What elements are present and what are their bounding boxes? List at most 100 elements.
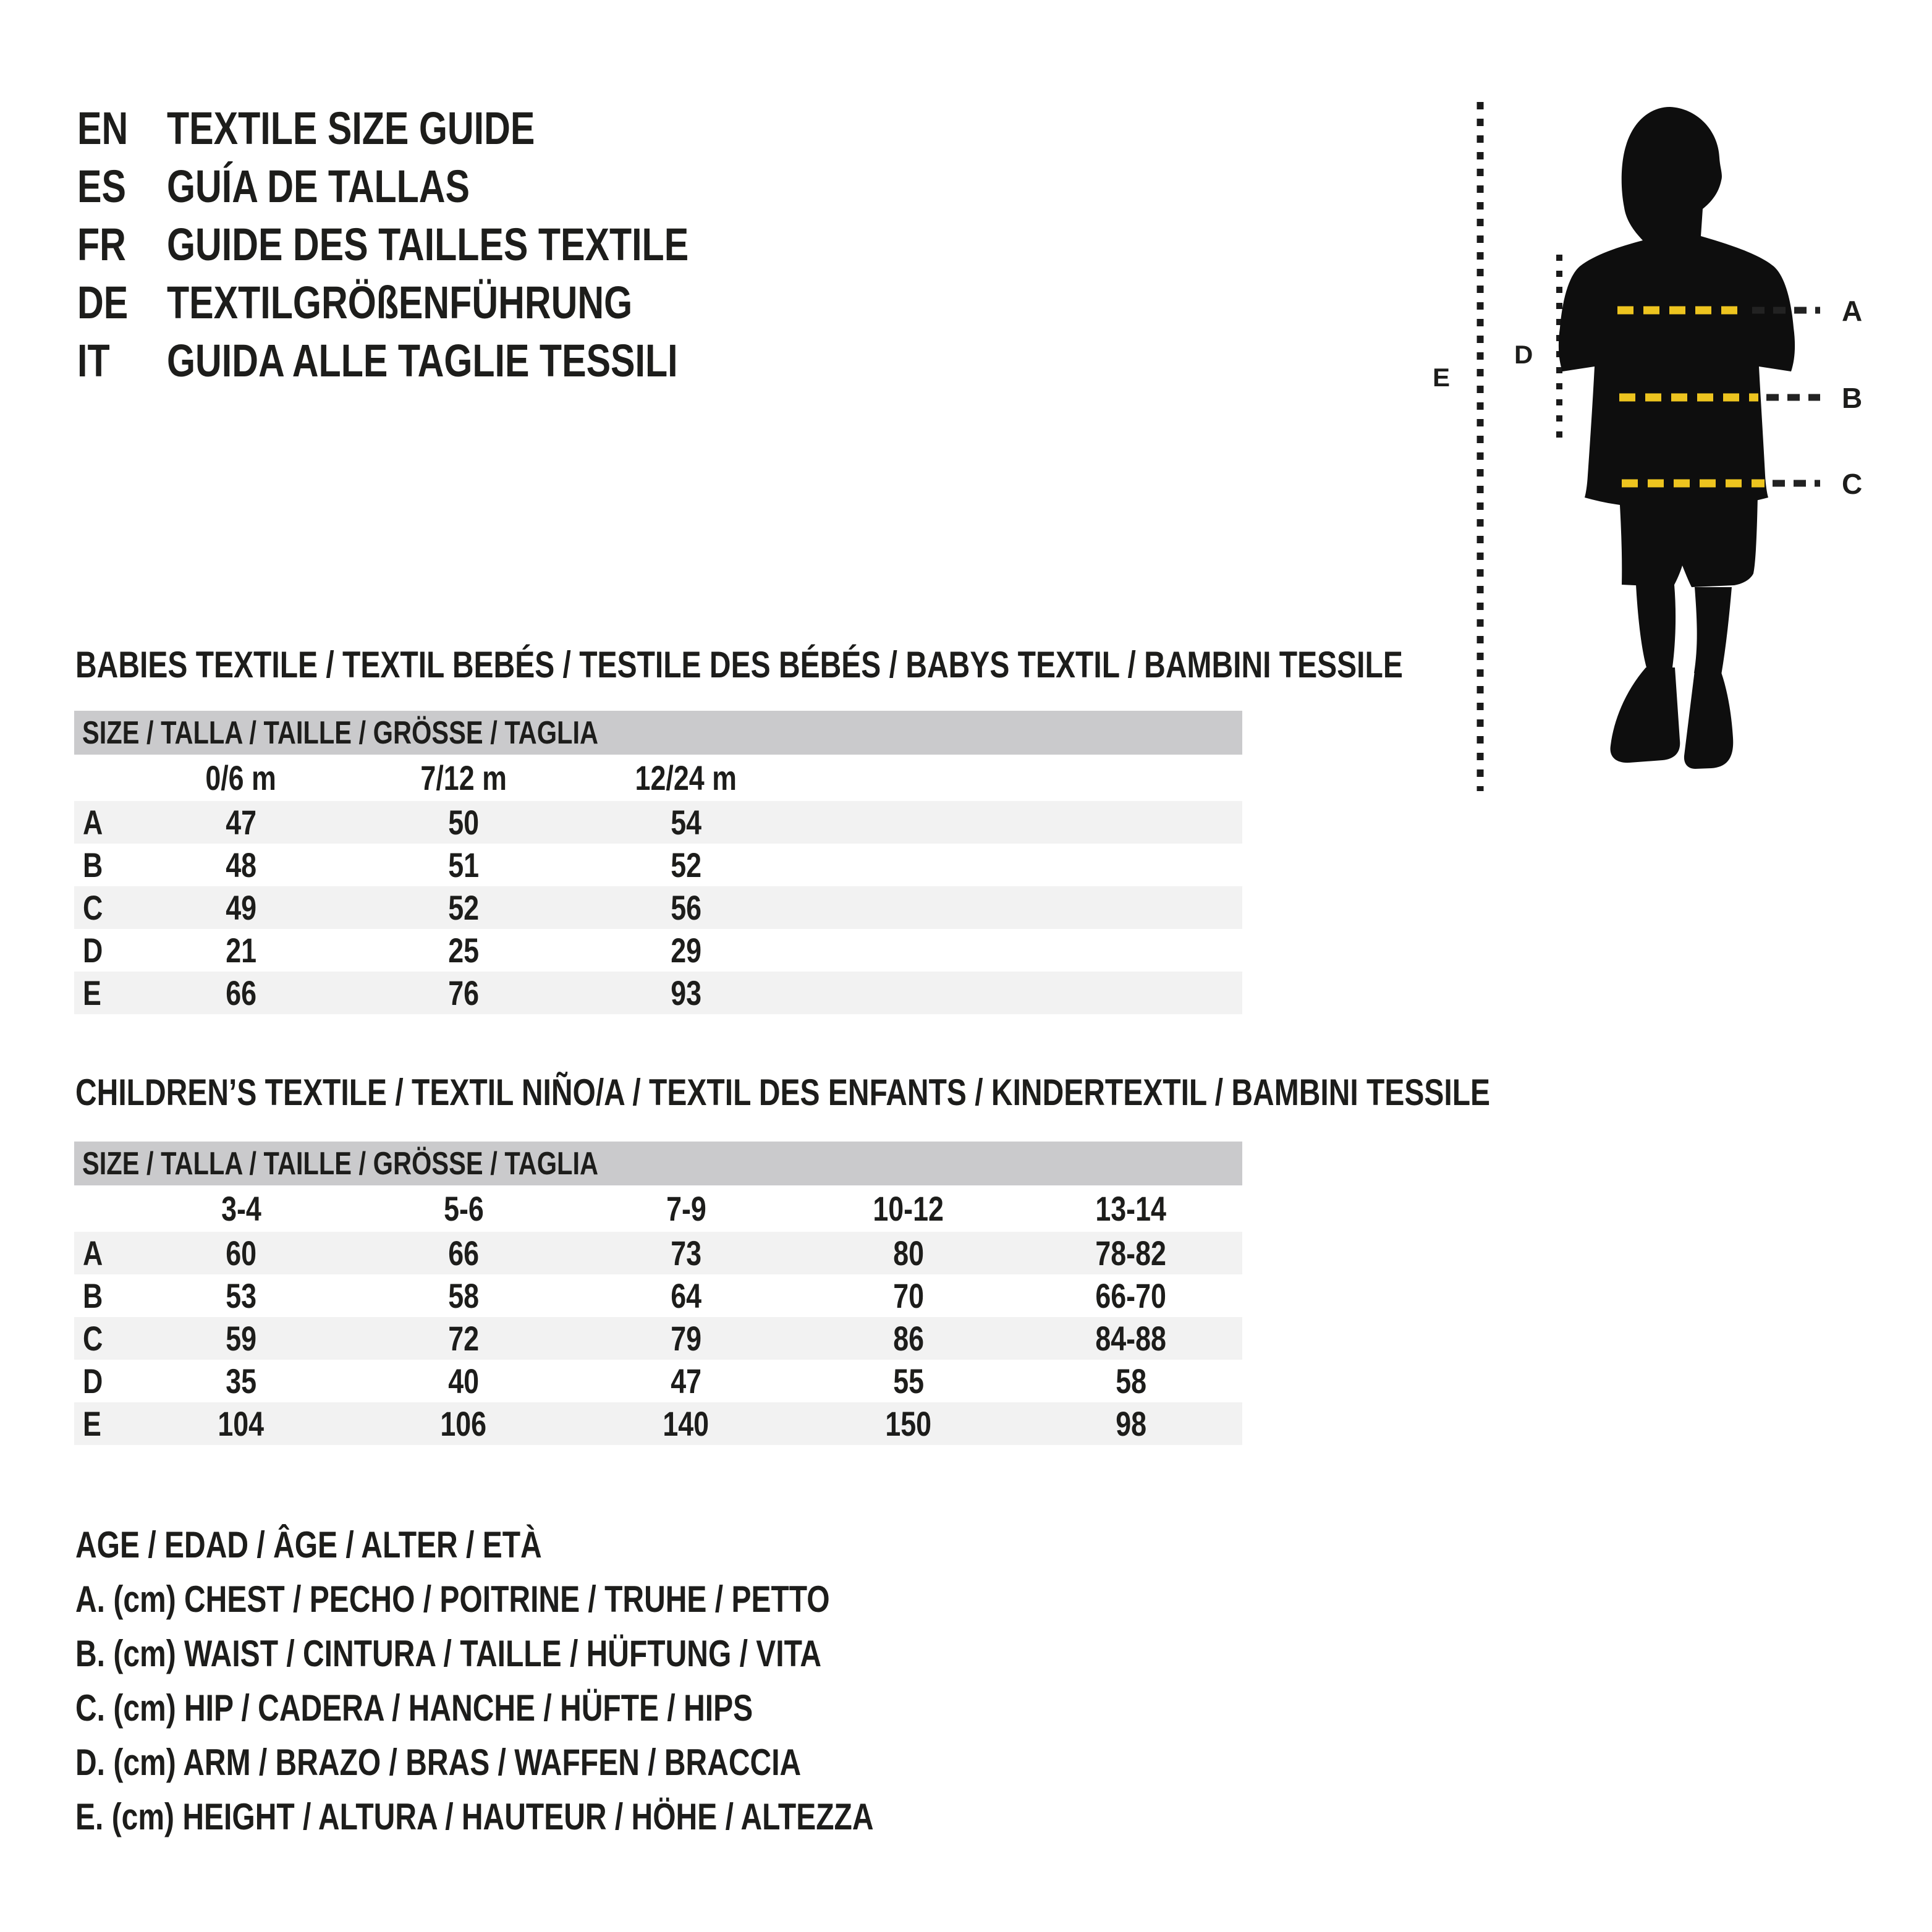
language-code: EN (77, 102, 129, 154)
table-row-d: D 21 25 29 (74, 929, 1242, 972)
child-silhouette-left-shoe (1610, 667, 1680, 763)
cell: 35 (226, 1362, 256, 1400)
column-header: 12/24 m (635, 758, 737, 797)
table-row-c: C 49 52 56 (74, 886, 1242, 929)
cell: 25 (448, 931, 479, 970)
language-title: TEXTILGRÖßENFÜHRUNG (167, 276, 633, 328)
row-label: A (83, 1234, 103, 1273)
child-silhouette-right-shoe (1684, 671, 1734, 769)
language-code: IT (77, 334, 110, 386)
cell: 150 (885, 1404, 932, 1443)
cell: 66 (448, 1234, 479, 1273)
cell: 49 (226, 888, 256, 927)
cell: 52 (671, 845, 701, 884)
table-row-d: D 35 40 47 55 58 (74, 1360, 1242, 1402)
cell: 93 (671, 973, 701, 1012)
language-row-fr: FR GUIDE DES TAILLES TEXTILE (77, 215, 819, 273)
cell: 56 (671, 888, 701, 927)
legend-line-height: E. (cm) HEIGHT / ALTURA / HAUTEUR / HÖHE… (75, 1795, 874, 1837)
cell: 58 (448, 1276, 479, 1315)
language-row-it: IT GUIDA ALLE TAGLIE TESSILI (77, 331, 819, 389)
babies-section-title: BABIES TEXTILE / TEXTIL BEBÉS / TESTILE … (75, 644, 1403, 685)
cell: 64 (671, 1276, 701, 1315)
cell: 59 (226, 1319, 256, 1358)
table-row-b: B 48 51 52 (74, 844, 1242, 886)
marker-label-c: C (1842, 468, 1862, 500)
marker-label-b: B (1842, 382, 1862, 414)
cell: 47 (226, 803, 256, 842)
child-silhouette-left-leg (1636, 585, 1676, 672)
table-row-a: A 60 66 73 80 78-82 (74, 1232, 1242, 1274)
cell: 78-82 (1095, 1234, 1167, 1273)
cell: 66-70 (1095, 1276, 1167, 1315)
legend-line-chest: A. (cm) CHEST / PECHO / POITRINE / TRUHE… (75, 1578, 830, 1620)
cell: 84-88 (1095, 1319, 1167, 1358)
child-silhouette-right-leg (1694, 587, 1732, 675)
table-row-e: E 104 106 140 150 98 (74, 1402, 1242, 1445)
legend-line-waist: B. (cm) WAIST / CINTURA / TAILLE / HÜFTU… (75, 1632, 822, 1674)
measurement-legend: AGE / EDAD / ÂGE / ALTER / ETÀ A. (cm) C… (75, 1517, 1073, 1844)
table-header-bar: SIZE / TALLA / TAILLE / GRÖSSE / TAGLIA (74, 1142, 1242, 1185)
cell: 70 (893, 1276, 924, 1315)
language-code: ES (77, 160, 126, 212)
cell: 140 (663, 1404, 710, 1443)
cell: 51 (448, 845, 479, 884)
language-title: GUÍA DE TALLAS (167, 160, 470, 212)
cell: 76 (448, 973, 479, 1012)
language-title-list: EN TEXTILE SIZE GUIDE ES GUÍA DE TALLAS … (77, 99, 819, 389)
row-label: D (83, 931, 103, 970)
language-row-de: DE TEXTILGRÖßENFÜHRUNG (77, 273, 819, 331)
cell: 50 (448, 803, 479, 842)
table-row-c: C 59 72 79 86 84-88 (74, 1317, 1242, 1360)
row-label: B (83, 845, 103, 884)
cell: 106 (440, 1404, 487, 1443)
column-header: 7/12 m (420, 758, 507, 797)
row-label: E (83, 1404, 101, 1443)
row-label: C (83, 888, 103, 927)
children-size-table: SIZE / TALLA / TAILLE / GRÖSSE / TAGLIA … (74, 1142, 1242, 1445)
cell: 80 (893, 1234, 924, 1273)
cell: 40 (448, 1362, 479, 1400)
language-code: FR (77, 218, 126, 270)
cell: 52 (448, 888, 479, 927)
cell: 53 (226, 1276, 256, 1315)
legend-line-arm: D. (cm) ARM / BRAZO / BRAS / WAFFEN / BR… (75, 1741, 802, 1783)
row-label: D (83, 1362, 103, 1400)
marker-label-d: D (1514, 340, 1533, 369)
cell: 66 (226, 973, 256, 1012)
cell: 79 (671, 1319, 701, 1358)
column-header: 7-9 (666, 1189, 706, 1228)
cell: 55 (893, 1362, 924, 1400)
marker-label-a: A (1842, 295, 1862, 327)
row-label: A (83, 803, 103, 842)
column-header: 13-14 (1095, 1189, 1167, 1228)
language-title: GUIDE DES TAILLES TEXTILE (167, 218, 689, 270)
cell: 98 (1116, 1404, 1146, 1443)
cell: 29 (671, 931, 701, 970)
column-header-row: 0/6 m 7/12 m 12/24 m (74, 755, 1242, 801)
legend-line-age: AGE / EDAD / ÂGE / ALTER / ETÀ (75, 1523, 542, 1566)
table-row-e: E 66 76 93 (74, 972, 1242, 1014)
cell: 54 (671, 803, 701, 842)
children-section-title: CHILDREN’S TEXTILE / TEXTIL NIÑO/A / TEX… (75, 1072, 1491, 1113)
cell: 73 (671, 1234, 701, 1273)
cell: 86 (893, 1319, 924, 1358)
language-row-en: EN TEXTILE SIZE GUIDE (77, 99, 819, 157)
marker-label-e: E (1433, 363, 1450, 392)
cell: 21 (226, 931, 256, 970)
row-label: B (83, 1276, 103, 1315)
cell: 60 (226, 1234, 256, 1273)
column-header-row: 3-4 5-6 7-9 10-12 13-14 (74, 1185, 1242, 1232)
row-label: C (83, 1319, 103, 1358)
language-row-es: ES GUÍA DE TALLAS (77, 157, 819, 215)
language-title: GUIDA ALLE TAGLIE TESSILI (167, 334, 678, 386)
child-silhouette-shorts (1619, 494, 1758, 587)
language-code: DE (77, 276, 129, 328)
legend-line-hip: C. (cm) HIP / CADERA / HANCHE / HÜFTE / … (75, 1687, 753, 1729)
cell: 47 (671, 1362, 701, 1400)
measurement-figure: A B C D E (1433, 102, 1862, 791)
column-header: 0/6 m (205, 758, 277, 797)
cell: 104 (218, 1404, 265, 1443)
column-header: 3-4 (221, 1189, 261, 1228)
